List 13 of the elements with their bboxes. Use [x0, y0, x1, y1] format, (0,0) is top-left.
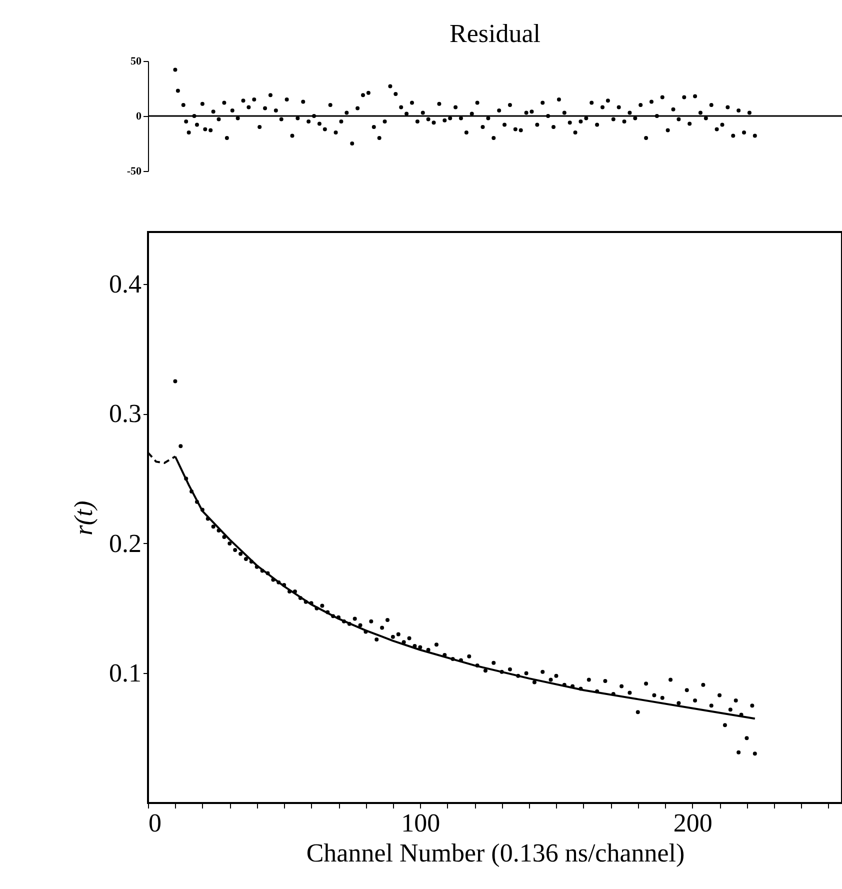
- y-tick-label: 0.1: [109, 658, 142, 688]
- x-axis-title: Channel Number (0.136 ns/channel): [306, 838, 685, 868]
- x-tick-label: 0: [148, 808, 162, 838]
- y-tick-label: 0.3: [109, 399, 142, 428]
- x-tick-label: 100: [401, 808, 440, 838]
- y-tick-label: -50: [126, 166, 142, 178]
- y-tick-label: 0: [136, 110, 142, 122]
- y-axis-title: r(t): [69, 500, 98, 536]
- x-tick-label: 200: [673, 808, 712, 838]
- chart-title: Residual: [450, 19, 540, 48]
- y-tick-label: 0.4: [109, 269, 142, 298]
- y-tick-label: 0.2: [109, 528, 142, 558]
- y-tick-label: 50: [130, 56, 142, 68]
